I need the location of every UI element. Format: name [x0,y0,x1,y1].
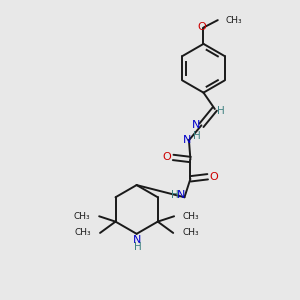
Text: N: N [183,135,192,145]
Text: CH₃: CH₃ [74,212,90,221]
Text: N: N [176,190,185,200]
Text: N: N [192,120,201,130]
Text: H: H [218,106,225,116]
Text: CH₃: CH₃ [74,228,91,237]
Text: CH₃: CH₃ [183,212,200,221]
Text: O: O [163,152,172,162]
Text: O: O [209,172,218,182]
Text: N: N [132,236,141,245]
Text: CH₃: CH₃ [226,16,242,25]
Text: H: H [134,242,141,252]
Text: O: O [197,22,206,32]
Text: CH₃: CH₃ [182,228,199,237]
Text: H: H [171,190,179,200]
Text: H: H [193,131,201,141]
